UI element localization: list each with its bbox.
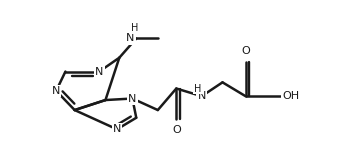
Text: N: N bbox=[95, 67, 104, 76]
Text: N: N bbox=[197, 91, 206, 101]
Text: H: H bbox=[131, 23, 138, 33]
Text: O: O bbox=[172, 125, 181, 135]
Text: N: N bbox=[52, 86, 60, 96]
Text: N: N bbox=[128, 93, 137, 104]
Text: OH: OH bbox=[282, 91, 300, 101]
Text: N: N bbox=[113, 124, 121, 134]
Text: O: O bbox=[241, 46, 250, 56]
Text: N: N bbox=[126, 33, 135, 44]
Text: H: H bbox=[194, 84, 202, 93]
